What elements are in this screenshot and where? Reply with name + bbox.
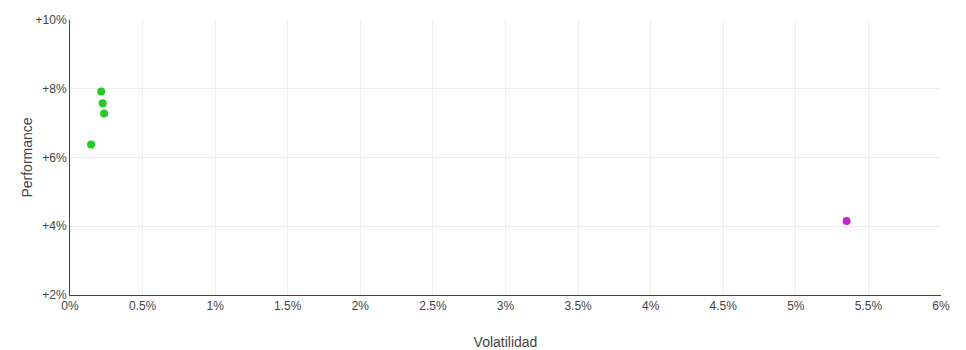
svg-text:4%: 4% [642, 299, 660, 313]
svg-text:+4%: +4% [42, 219, 67, 233]
svg-text:3%: 3% [497, 299, 515, 313]
svg-text:2.5%: 2.5% [419, 299, 447, 313]
svg-text:0%: 0% [61, 299, 79, 313]
svg-text:1.5%: 1.5% [274, 299, 302, 313]
svg-text:3.5%: 3.5% [564, 299, 592, 313]
svg-text:0.5%: 0.5% [129, 299, 157, 313]
svg-text:+8%: +8% [42, 82, 67, 96]
svg-text:2%: 2% [352, 299, 370, 313]
svg-text:+6%: +6% [42, 151, 67, 165]
svg-text:4.5%: 4.5% [710, 299, 738, 313]
svg-text:+10%: +10% [36, 13, 67, 27]
svg-text:6%: 6% [932, 299, 950, 313]
svg-text:Performance: Performance [19, 117, 35, 197]
svg-text:5.5%: 5.5% [855, 299, 883, 313]
svg-text:1%: 1% [206, 299, 224, 313]
svg-text:Volatilidad: Volatilidad [474, 334, 538, 350]
svg-text:5%: 5% [787, 299, 805, 313]
svg-text:+2%: +2% [42, 288, 67, 302]
